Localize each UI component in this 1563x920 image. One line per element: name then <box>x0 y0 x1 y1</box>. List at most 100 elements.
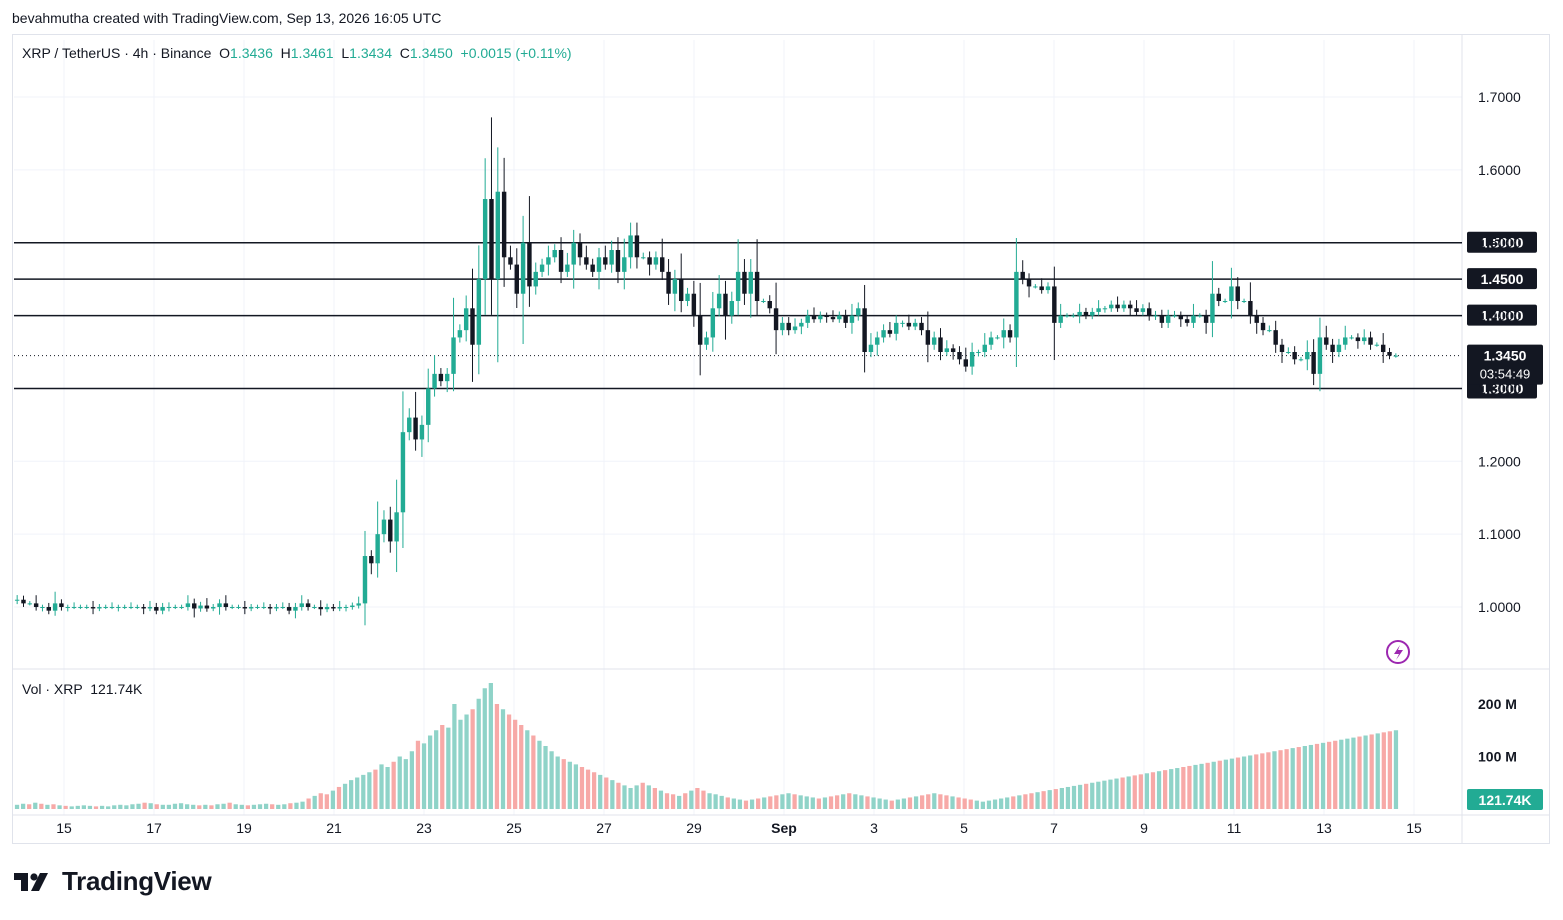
candle-body <box>1216 293 1221 302</box>
volume-value: 121.74K <box>90 681 143 697</box>
volume-bar <box>646 785 651 809</box>
volume-bar <box>1144 773 1150 809</box>
y-tick-label: 1.5000 <box>1478 235 1521 251</box>
volume-bar <box>591 772 597 809</box>
candle-body <box>1102 308 1108 310</box>
volume-bar <box>616 782 621 809</box>
volume-bar <box>282 804 287 809</box>
x-tick-label: 11 <box>1227 820 1242 836</box>
x-tick-label: 19 <box>236 820 252 836</box>
candle-body <box>1273 330 1278 345</box>
candle-body <box>824 315 829 318</box>
volume-tick-label: 200 M <box>1478 696 1517 712</box>
volume-bar <box>1278 750 1283 809</box>
volume-bar <box>895 799 900 809</box>
volume-bar <box>695 788 700 809</box>
candle-body <box>375 534 380 564</box>
volume-bar <box>956 797 961 809</box>
open-value: 1.3436 <box>230 45 273 61</box>
candle-body <box>166 607 172 609</box>
candle-body <box>552 250 557 258</box>
volume-bar <box>859 795 864 809</box>
volume-bar <box>932 793 937 809</box>
volume-bar <box>1090 782 1095 809</box>
candle-body <box>1039 286 1044 291</box>
candle-body <box>780 322 785 331</box>
volume-bar <box>792 794 797 809</box>
volume-bar <box>780 794 785 809</box>
volume-bar <box>841 794 846 809</box>
volume-bar <box>1290 748 1295 809</box>
candle-body <box>963 359 969 367</box>
volume-label[interactable]: Vol · XRP <box>22 681 83 697</box>
volume-bar <box>330 790 336 809</box>
y-tick-label: 1.4000 <box>1478 308 1521 324</box>
candle-body <box>634 235 640 258</box>
candle-body <box>1317 337 1323 374</box>
candle-body <box>451 337 456 374</box>
volume-bar <box>1120 777 1125 809</box>
candle-body <box>628 235 633 258</box>
volume-bar <box>288 803 293 809</box>
volume-bar <box>1126 776 1131 809</box>
candle-body <box>995 337 1000 339</box>
candle-layer <box>14 117 1399 626</box>
volume-bar <box>69 806 74 809</box>
volume-bar <box>446 727 451 809</box>
candle-body <box>767 301 772 309</box>
volume-bar <box>907 797 913 809</box>
candle-body <box>868 344 874 353</box>
volume-bar <box>1071 785 1077 809</box>
candle-body <box>1248 301 1253 316</box>
candle-body <box>773 308 779 331</box>
volume-bar <box>1254 754 1259 809</box>
candle-body <box>286 607 292 611</box>
volume-bar <box>1175 768 1180 809</box>
open-label: O <box>219 45 231 61</box>
candle-body <box>1235 286 1240 302</box>
volume-bar <box>1114 778 1119 809</box>
candle-body <box>1007 330 1013 338</box>
volume-bar <box>974 800 979 809</box>
volume-bar <box>452 704 457 809</box>
volume-bar <box>233 804 238 809</box>
candle-body <box>1191 315 1196 323</box>
volume-bar <box>379 764 384 809</box>
volume-bar <box>901 798 907 809</box>
volume-bar <box>245 805 250 809</box>
volume-bar <box>470 709 475 809</box>
candle-body <box>533 271 538 287</box>
candle-body <box>982 344 987 353</box>
candle-body <box>672 279 678 294</box>
volume-bar <box>367 772 372 809</box>
candle-body <box>969 352 975 367</box>
volume-bar <box>628 788 633 809</box>
volume-bar <box>1053 789 1058 809</box>
volume-bar <box>689 790 694 809</box>
volume-bar <box>756 798 761 809</box>
candle-body <box>818 315 823 320</box>
candle-body <box>261 607 267 609</box>
volume-bar <box>318 793 323 809</box>
candle-body <box>1045 286 1051 291</box>
candle-body <box>584 257 589 265</box>
candle-body <box>1071 315 1076 317</box>
volume-bar <box>1193 764 1198 809</box>
candle-body <box>198 605 203 609</box>
volume-bar <box>853 794 858 809</box>
candle-body <box>331 607 336 609</box>
volume-bar <box>1059 788 1064 809</box>
volume-bar <box>762 797 767 809</box>
symbol-label[interactable]: XRP / TetherUS · 4h · Binance <box>22 45 212 61</box>
volume-bar <box>701 790 706 809</box>
tradingview-logo[interactable]: TradingView <box>14 866 212 897</box>
volume-bar <box>713 794 718 809</box>
candle-body <box>1330 344 1335 353</box>
volume-bar <box>1211 761 1216 809</box>
candle-body <box>875 337 880 345</box>
candle-body <box>653 257 659 265</box>
candle-body <box>660 257 665 272</box>
candle-body <box>312 607 317 609</box>
volume-bar <box>828 796 834 809</box>
